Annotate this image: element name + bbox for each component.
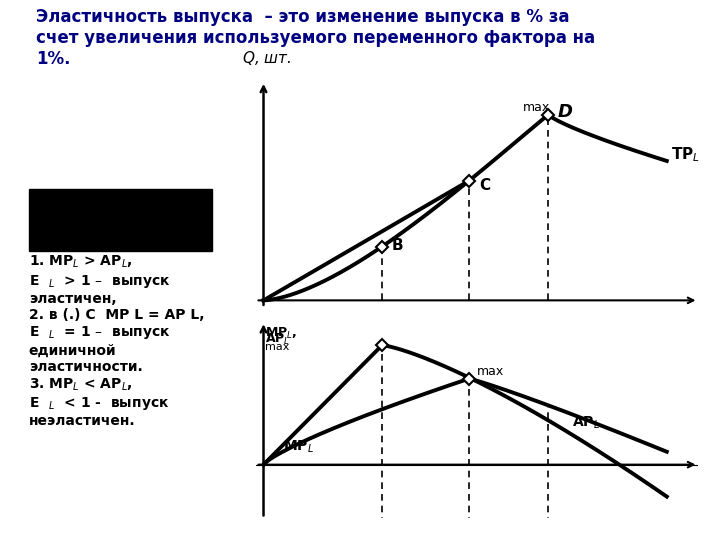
Text: $Q$, шт.: $Q$, шт.	[243, 49, 292, 67]
Text: TP$_L$: TP$_L$	[671, 145, 700, 164]
Text: C: C	[479, 178, 490, 193]
Text: max: max	[266, 342, 290, 352]
Text: AP$_L$: AP$_L$	[572, 414, 600, 431]
Text: AP$_L$: AP$_L$	[266, 332, 291, 347]
Text: Эластичность выпуска  – это изменение выпуска в % за
счет увеличения используемо: Эластичность выпуска – это изменение вып…	[36, 8, 595, 68]
Text: B: B	[392, 238, 404, 253]
Text: MP$_L$,: MP$_L$,	[266, 326, 298, 341]
Text: 1. MP$_L$ > AP$_L$,
E  $_{L}$  > 1 –  выпуск
эластичен,
2. в (.) C  MP L = AP L,: 1. MP$_L$ > AP$_L$, E $_{L}$ > 1 – выпус…	[29, 254, 204, 428]
Text: max: max	[477, 365, 504, 378]
Text: D: D	[558, 103, 573, 120]
Text: MP$_L$: MP$_L$	[283, 438, 314, 455]
Text: max: max	[523, 101, 549, 114]
